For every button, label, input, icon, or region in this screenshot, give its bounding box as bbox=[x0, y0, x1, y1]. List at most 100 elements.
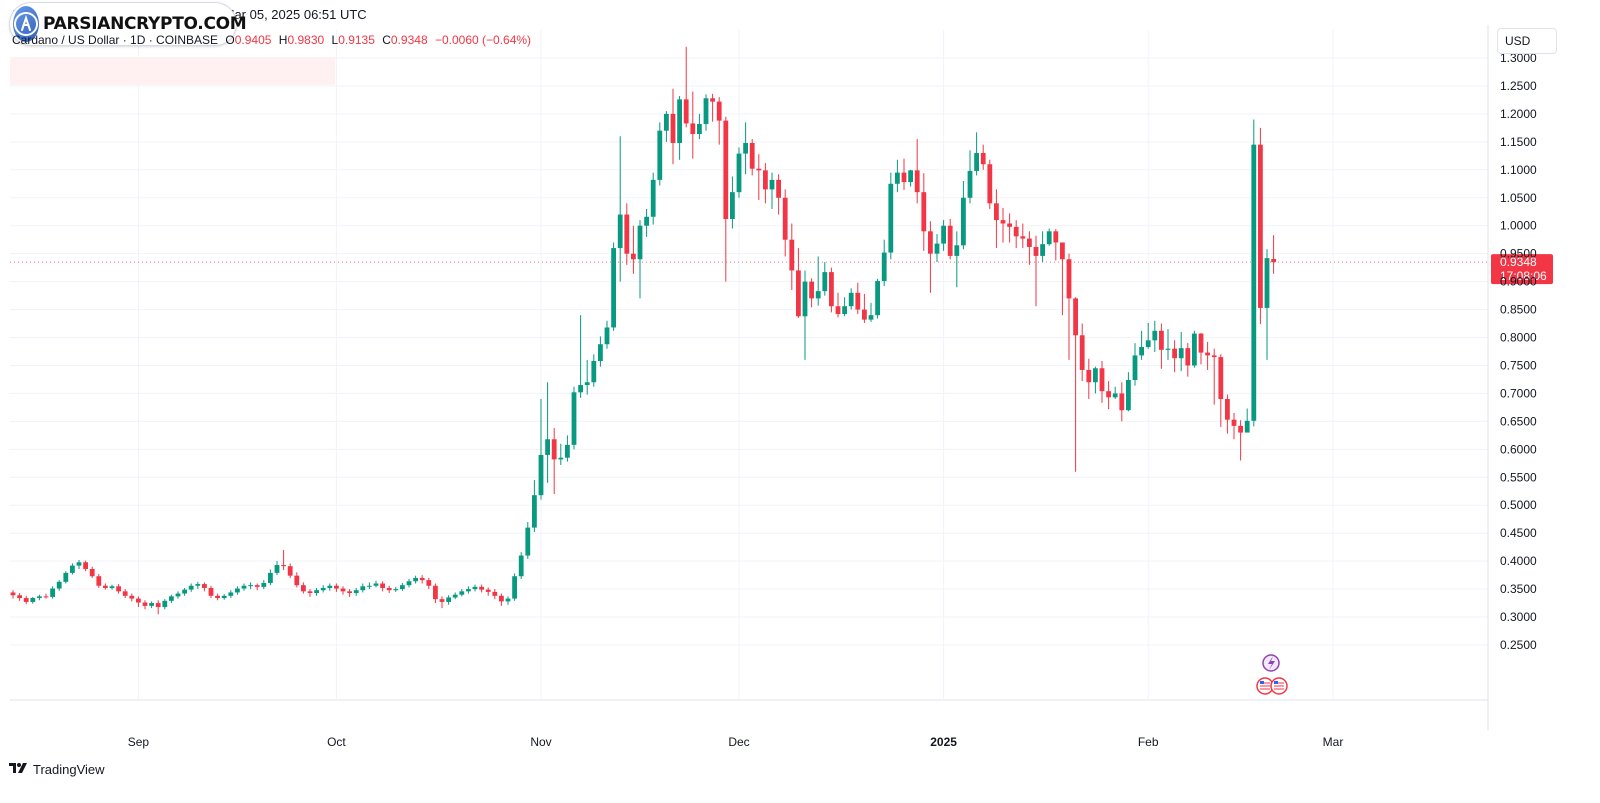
close-value: 0.9348 bbox=[390, 33, 428, 47]
candle-body bbox=[373, 583, 379, 586]
candle-body bbox=[730, 192, 735, 220]
candle-body bbox=[241, 585, 247, 589]
candle-body bbox=[736, 153, 742, 193]
candle bbox=[538, 399, 544, 500]
price-tag-bg bbox=[1491, 254, 1553, 285]
candle-body bbox=[703, 98, 709, 124]
candle-body bbox=[558, 457, 564, 460]
candle-body bbox=[947, 225, 953, 256]
candle-body bbox=[1165, 348, 1171, 350]
candle bbox=[743, 122, 748, 175]
candle-body bbox=[591, 361, 597, 383]
candle-body bbox=[439, 599, 445, 602]
candle bbox=[591, 354, 597, 387]
candle bbox=[281, 549, 286, 571]
candle bbox=[584, 359, 590, 395]
candle-body bbox=[169, 596, 174, 601]
candle-body bbox=[452, 594, 458, 598]
candle-body bbox=[340, 588, 346, 592]
candle-body bbox=[690, 123, 696, 135]
candle bbox=[1086, 358, 1092, 400]
candle-body bbox=[901, 172, 907, 183]
price-tick-label: 1.0000 bbox=[1500, 219, 1537, 233]
candle bbox=[334, 583, 339, 592]
open-value: 0.9405 bbox=[234, 33, 272, 47]
candle-body bbox=[149, 603, 154, 606]
candle bbox=[987, 159, 993, 209]
time-tick-label: Nov bbox=[530, 735, 551, 749]
candle-body bbox=[881, 252, 887, 282]
candle-body bbox=[967, 170, 973, 198]
candle bbox=[30, 596, 36, 604]
candle bbox=[1132, 343, 1138, 386]
price-tick-label: 0.6500 bbox=[1500, 414, 1537, 428]
candle-body bbox=[1211, 355, 1217, 358]
candle-body bbox=[598, 344, 603, 362]
candle bbox=[1027, 231, 1032, 265]
candle-body bbox=[1185, 348, 1191, 366]
currency-button[interactable]: USD bbox=[1497, 28, 1557, 54]
candle bbox=[122, 589, 128, 599]
candle bbox=[650, 172, 656, 225]
candle bbox=[756, 154, 762, 200]
candle bbox=[815, 256, 821, 306]
candle-body bbox=[472, 586, 478, 590]
candle-body bbox=[921, 192, 927, 232]
time-tick-label: Mar bbox=[1323, 735, 1344, 749]
candle-body bbox=[320, 587, 326, 591]
candle bbox=[835, 292, 841, 318]
candle bbox=[1238, 420, 1243, 461]
candle-body bbox=[914, 170, 920, 193]
candle-body bbox=[109, 586, 115, 588]
candle bbox=[149, 601, 154, 609]
candle bbox=[1172, 340, 1177, 373]
candle bbox=[50, 586, 55, 599]
candle bbox=[274, 561, 280, 576]
candle bbox=[175, 591, 181, 599]
candle-body bbox=[1053, 231, 1059, 243]
tradingview-footer[interactable]: TradingView bbox=[9, 762, 105, 777]
candle bbox=[1152, 320, 1158, 353]
candle-body bbox=[76, 562, 82, 566]
candle bbox=[1271, 235, 1276, 274]
candle bbox=[76, 560, 82, 569]
candle-body bbox=[769, 179, 775, 190]
candle-body bbox=[545, 439, 550, 455]
candle bbox=[314, 587, 319, 596]
candle-body bbox=[1244, 420, 1250, 433]
candle bbox=[683, 46, 689, 128]
candle-body bbox=[17, 595, 22, 599]
candle-body bbox=[617, 214, 623, 249]
candle bbox=[221, 594, 227, 600]
candle bbox=[604, 320, 610, 349]
candle-body bbox=[175, 593, 181, 597]
candle bbox=[446, 595, 451, 605]
candle-body bbox=[1231, 419, 1237, 426]
candle bbox=[782, 189, 788, 257]
candle-body bbox=[1126, 380, 1131, 411]
candle-body bbox=[1013, 226, 1019, 237]
candle-body bbox=[485, 589, 491, 592]
candle-body bbox=[235, 588, 240, 593]
candle-body bbox=[1172, 348, 1177, 359]
candle-body bbox=[1264, 258, 1270, 308]
price-tick-label: 0.5000 bbox=[1500, 498, 1537, 512]
candle bbox=[162, 599, 168, 610]
candle-body bbox=[994, 203, 999, 221]
candle-body bbox=[254, 585, 260, 587]
candle-body bbox=[1238, 425, 1243, 433]
candle bbox=[1112, 386, 1118, 400]
candle-body bbox=[1099, 368, 1105, 392]
candle-body bbox=[195, 584, 201, 586]
tradingview-brand: TradingView bbox=[33, 762, 105, 777]
candle bbox=[327, 583, 333, 591]
candle bbox=[512, 573, 517, 601]
price-tick-label: 1.2000 bbox=[1500, 107, 1537, 121]
candle-body bbox=[525, 527, 531, 556]
candle-body bbox=[202, 584, 207, 588]
low-value: 0.9135 bbox=[338, 33, 375, 47]
candle bbox=[1079, 323, 1085, 382]
candle-body bbox=[367, 585, 372, 587]
candle bbox=[1126, 372, 1131, 412]
